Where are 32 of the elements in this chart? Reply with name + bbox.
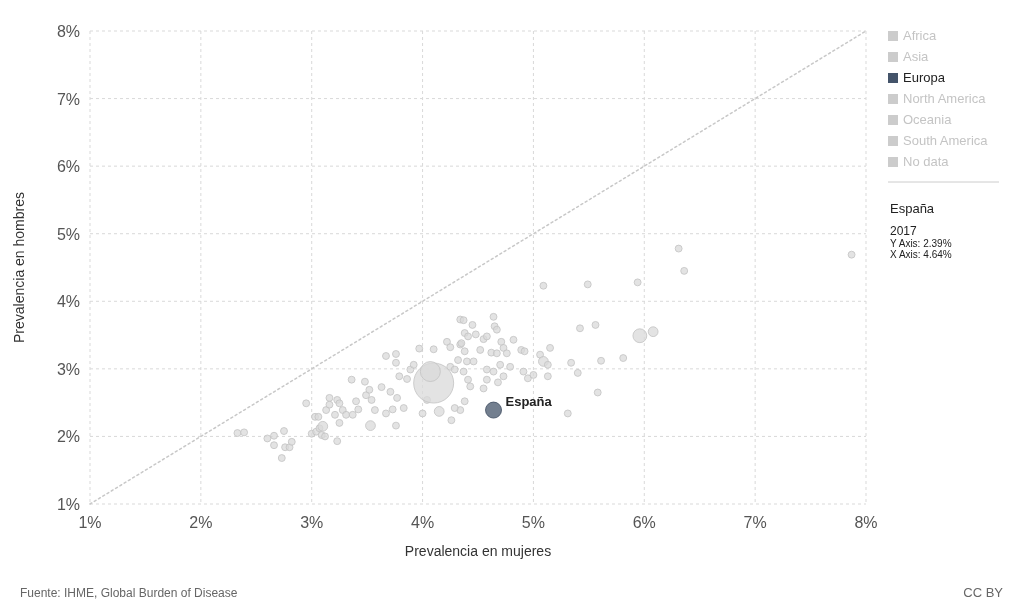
legend-label: Europa — [903, 70, 946, 85]
x-tick-label: 3% — [300, 514, 324, 531]
text: CC BY — [963, 585, 1004, 600]
legend-label: North America — [903, 91, 987, 106]
x-tick-label: 7% — [743, 514, 767, 531]
x-tick-label: 5% — [521, 514, 545, 531]
legend-label: Oceania — [903, 112, 953, 127]
text: Y Axis: 2.39% — [890, 238, 952, 249]
y-tick-label: 1% — [56, 496, 80, 513]
text: 2017 — [890, 224, 918, 238]
y-tick-label: 2% — [56, 428, 80, 446]
x-tick-label: 6% — [632, 514, 656, 531]
text: X Axis: 4.64% — [890, 249, 952, 260]
x-axis-title: Prevalencia en mujeres — [404, 543, 552, 559]
y-axis-title: Prevalencia en hombres — [11, 192, 27, 343]
y-tick-label: 3% — [56, 360, 80, 378]
x-tick-label: 8% — [854, 514, 878, 531]
legend-label: South America — [903, 133, 989, 148]
y-tick-label: 8% — [56, 23, 80, 40]
legend-label: No data — [903, 154, 950, 169]
x-tick-label: 2% — [189, 514, 213, 531]
y-tick-label: 6% — [56, 158, 80, 176]
y-tick-label: 7% — [56, 90, 80, 108]
x-tick-label: 4% — [411, 514, 435, 531]
y-tick-label: 5% — [56, 225, 80, 243]
source-note: Fuente: IHME, Global Burden of Disease — [20, 586, 238, 600]
legend-label: Africa — [903, 28, 937, 43]
y-tick-label: 4% — [56, 293, 80, 311]
annotation: España — [505, 394, 553, 410]
legend-label: Asia — [903, 49, 930, 64]
x-tick-label: 1% — [78, 514, 102, 531]
text: España — [890, 201, 935, 216]
